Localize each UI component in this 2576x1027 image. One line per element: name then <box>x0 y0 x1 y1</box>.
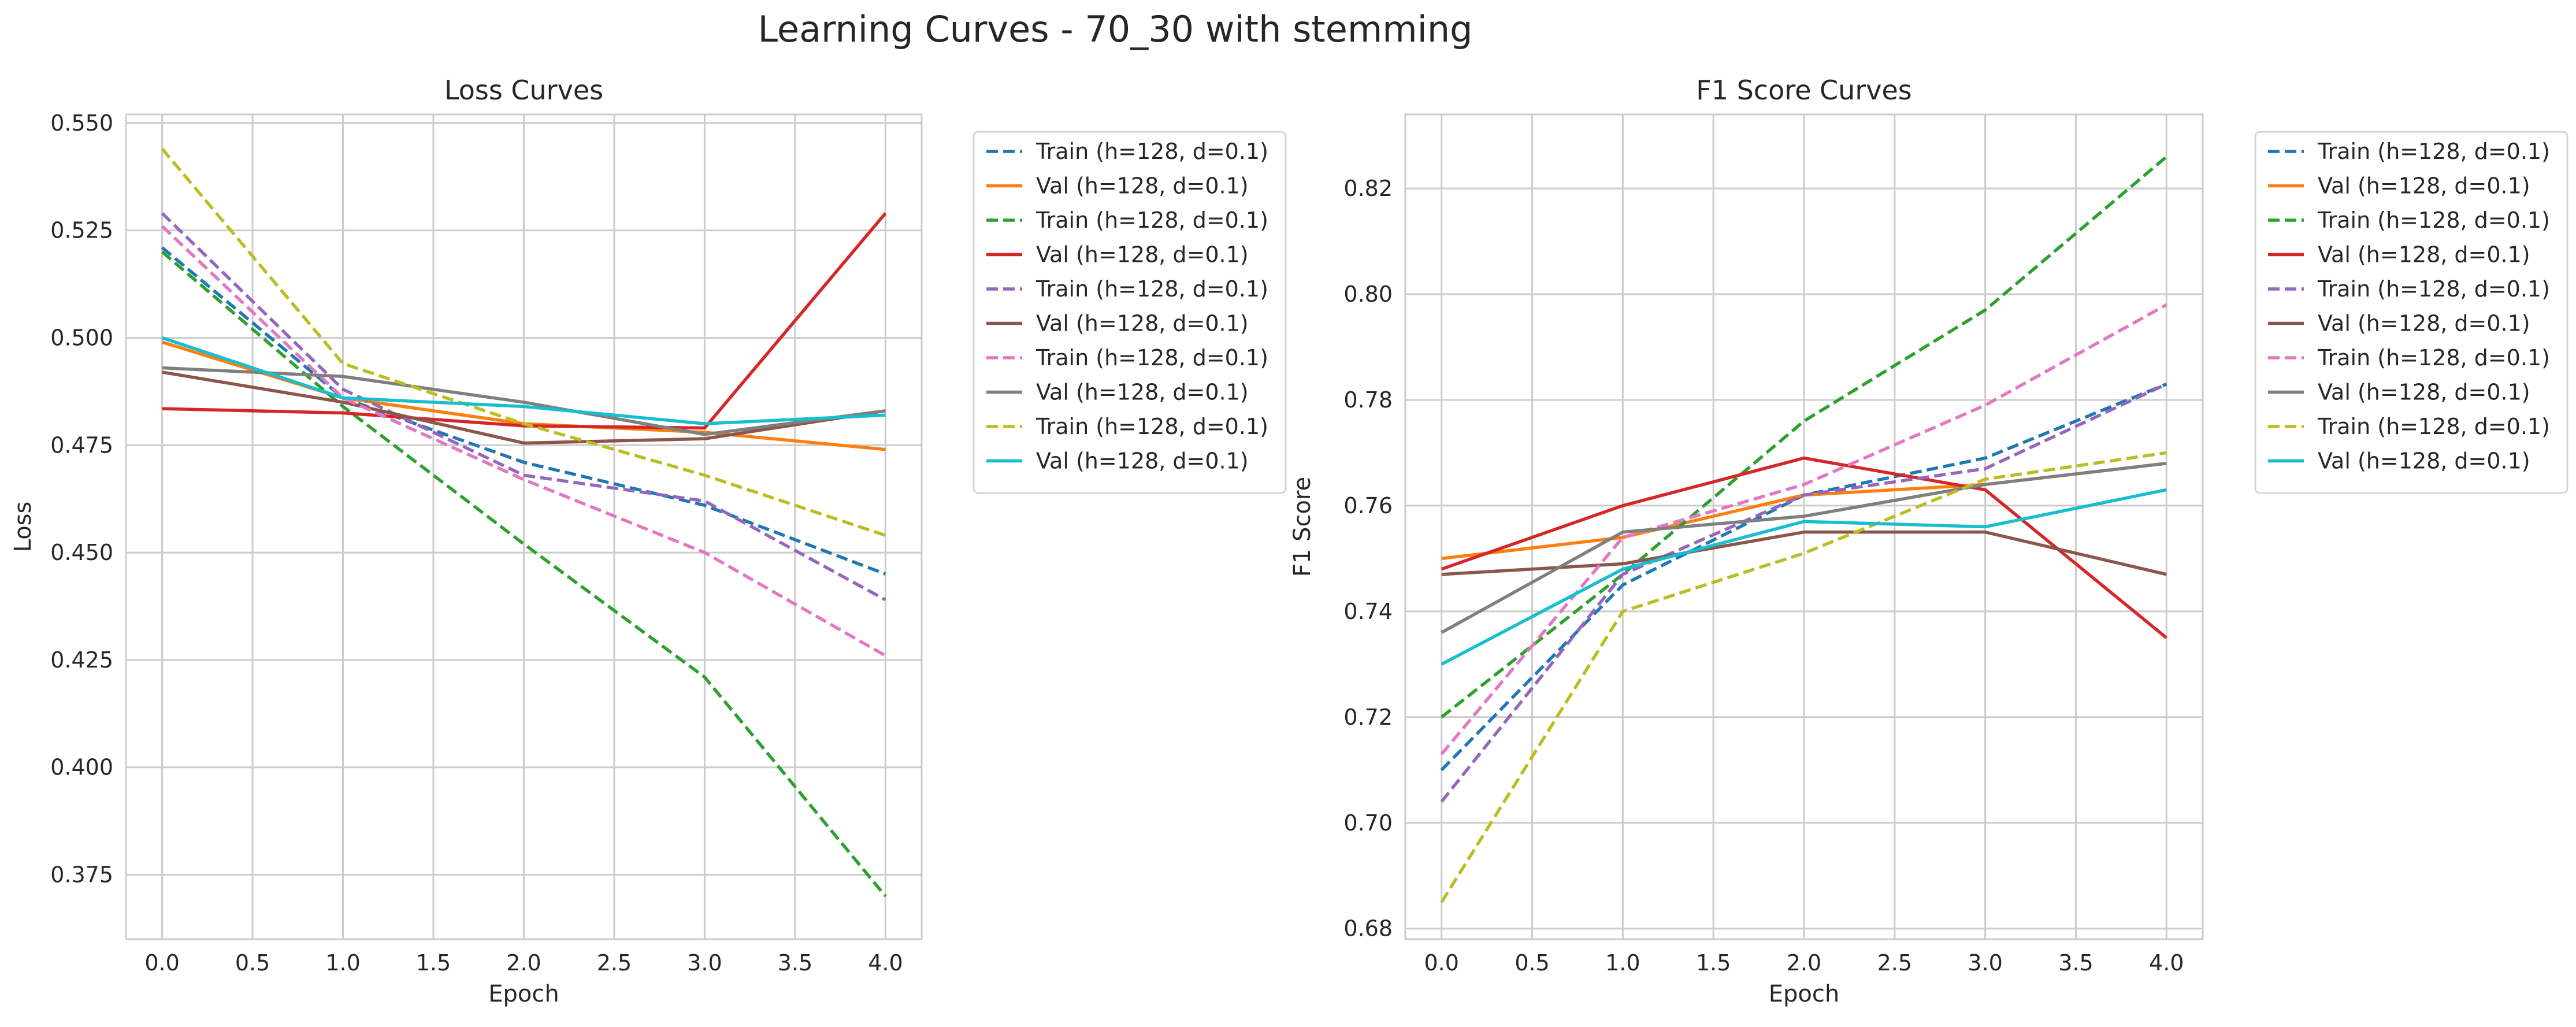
loss-legend-label: Train (h=128, d=0.1) <box>1035 414 1268 439</box>
loss-y-tick-label: 0.550 <box>50 110 113 136</box>
loss-x-axis-label: Epoch <box>488 981 559 1007</box>
figure-title: Learning Curves - 70_30 with stemming <box>758 8 1472 50</box>
f1-series-line-8 <box>1441 461 2167 634</box>
loss-series-line-8 <box>162 366 886 436</box>
loss-legend-label: Train (h=128, d=0.1) <box>1035 276 1268 302</box>
loss-series-line-6 <box>162 370 886 445</box>
loss-x-tick-label: 0.5 <box>235 950 270 976</box>
loss-legend: Train (h=128, d=0.1) Val (h=128, d=0.1) Tr… <box>973 131 1287 494</box>
loss-axes-frame <box>125 113 923 940</box>
f1-legend-label: Train (h=128, d=0.1) <box>2317 207 2550 233</box>
loss-x-tick-label: 0.0 <box>144 950 179 976</box>
loss-legend-label: Val (h=128, d=0.1) <box>1036 173 1249 199</box>
loss-x-tick-label: 4.0 <box>868 950 903 976</box>
f1-x-axis-label: Epoch <box>1769 981 1839 1007</box>
f1-y-tick-label: 0.68 <box>1343 916 1393 941</box>
f1-y-tick-label: 0.78 <box>1343 387 1393 413</box>
f1-axes-frame <box>1404 113 2204 940</box>
loss-series-group <box>161 147 887 898</box>
loss-x-tick-label: 2.0 <box>506 950 541 976</box>
loss-x-tick-label: 3.0 <box>687 950 722 976</box>
loss-curves-panel: 0.0 0.5 1.0 1.5 2.0 2.5 3.0 3.5 4.0 0.375 0.400 0.4… <box>10 75 1287 1007</box>
f1-legend-label: Val (h=128, d=0.1) <box>2318 242 2530 268</box>
f1-series-line-5 <box>1440 383 2167 803</box>
loss-y-axis-label: Loss <box>10 502 36 553</box>
f1-y-axis-label: F1 Score <box>1289 477 1316 577</box>
loss-legend-label: Val (h=128, d=0.1) <box>1036 380 1249 405</box>
loss-series-line-10 <box>161 336 886 425</box>
loss-y-tick-label: 0.400 <box>50 755 113 780</box>
f1-legend-label: Val (h=128, d=0.1) <box>2318 448 2530 474</box>
loss-y-tick-label: 0.500 <box>50 325 113 350</box>
loss-legend-label: Train (h=128, d=0.1) <box>1035 139 1268 164</box>
loss-x-tick-label: 1.0 <box>325 950 360 976</box>
loss-y-tick-label: 0.525 <box>50 218 113 243</box>
f1-series-line-4 <box>1441 456 2168 639</box>
loss-x-tick-label: 1.5 <box>416 950 451 976</box>
f1-legend-label: Train (h=128, d=0.1) <box>2317 276 2550 302</box>
loss-legend-label: Train (h=128, d=0.1) <box>1035 207 1268 233</box>
f1-x-tick-label: 2.5 <box>1877 950 1912 976</box>
f1-y-tick-label: 0.70 <box>1343 810 1393 836</box>
loss-y-tick-label: 0.375 <box>50 862 113 888</box>
f1-legend-label: Val (h=128, d=0.1) <box>2318 311 2530 336</box>
loss-series-line-1 <box>161 246 886 576</box>
loss-x-tick-label: 3.5 <box>778 950 812 976</box>
f1-legend-label: Train (h=128, d=0.1) <box>2317 414 2550 439</box>
f1-x-tick-label: 1.5 <box>1696 950 1731 976</box>
f1-x-tick-label: 1.0 <box>1605 950 1640 976</box>
loss-legend-box <box>973 131 1287 494</box>
f1-x-tick-label: 4.0 <box>2149 950 2184 976</box>
f1-legend: Train (h=128, d=0.1) Val (h=128, d=0.1) Tr… <box>2254 131 2568 494</box>
f1-y-tick-label: 0.72 <box>1343 705 1393 730</box>
loss-series-line-4 <box>162 212 887 430</box>
f1-x-tick-label: 0.5 <box>1515 950 1549 976</box>
loss-x-tick-label: 2.5 <box>597 950 632 976</box>
f1-y-tick-label: 0.82 <box>1343 176 1393 201</box>
loss-legend-label: Train (h=128, d=0.1) <box>1035 345 1268 370</box>
loss-series-line-9 <box>161 147 886 537</box>
loss-legend-label: Val (h=128, d=0.1) <box>1036 448 1249 474</box>
loss-y-tick-label: 0.425 <box>50 647 113 673</box>
f1-y-tick-label: 0.80 <box>1343 281 1393 307</box>
loss-series-line-3 <box>161 250 887 898</box>
loss-panel-title: Loss Curves <box>444 75 603 106</box>
f1-legend-label: Train (h=128, d=0.1) <box>2317 345 2550 370</box>
loss-legend-label: Val (h=128, d=0.1) <box>1036 311 1249 336</box>
f1-series-line-10 <box>1441 488 2167 666</box>
f1-series-line-3 <box>1441 155 2168 718</box>
f1-x-tick-label: 2.0 <box>1787 950 1821 976</box>
f1-series-group <box>1440 155 2168 903</box>
f1-x-tick-label: 0.0 <box>1424 950 1459 976</box>
f1-x-tick-label: 3.5 <box>2058 950 2093 976</box>
loss-y-tick-label: 0.450 <box>50 540 113 565</box>
f1-panel-title: F1 Score Curves <box>1696 75 1911 106</box>
f1-series-line-7 <box>1440 303 2167 755</box>
loss-series-line-5 <box>161 212 886 602</box>
loss-y-tick-label: 0.475 <box>50 432 113 458</box>
f1-x-tick-label: 3.0 <box>1968 950 2002 976</box>
f1-y-tick-label: 0.74 <box>1343 599 1393 624</box>
loss-legend-label: Val (h=128, d=0.1) <box>1036 242 1249 268</box>
f1-score-curves-panel: 0.0 0.5 1.0 1.5 2.0 2.5 3.0 3.5 4.0 0.68 0.70 0.72 0… <box>1289 75 2568 1007</box>
loss-series-line-7 <box>161 225 886 657</box>
f1-y-tick-label: 0.76 <box>1343 493 1393 518</box>
f1-series-line-9 <box>1440 451 2167 903</box>
f1-legend-label: Val (h=128, d=0.1) <box>2318 173 2530 199</box>
f1-legend-label: Train (h=128, d=0.1) <box>2317 139 2550 164</box>
f1-legend-label: Val (h=128, d=0.1) <box>2318 380 2530 405</box>
f1-legend-box <box>2254 131 2568 494</box>
